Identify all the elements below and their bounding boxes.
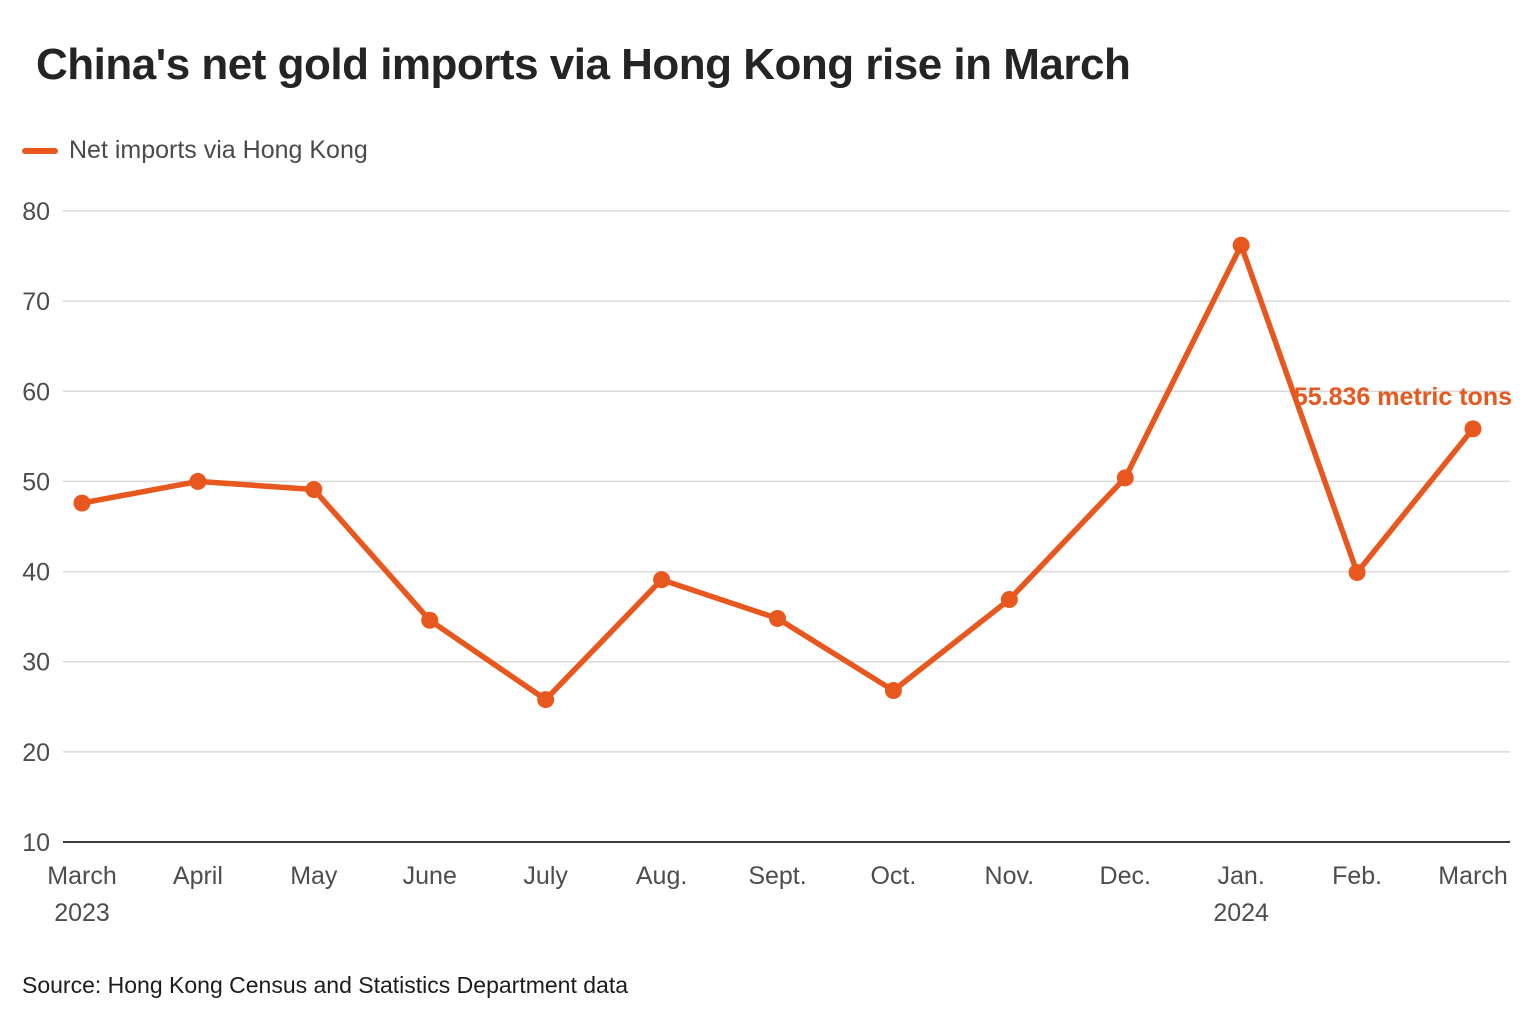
legend-swatch-line-icon (22, 147, 58, 154)
x-tick-label: May (290, 862, 338, 890)
x-tick-label: July (523, 862, 568, 890)
x-tick-label: Jan. (1218, 862, 1265, 890)
series-line (79, 242, 1476, 703)
x-tick-label: Sept. (748, 862, 806, 890)
y-tick-label: 60 (22, 378, 50, 406)
legend-label: Net imports via Hong Kong (69, 136, 368, 164)
annotation-label: 55.836 metric tons (1294, 383, 1512, 411)
x-tick-label: March (47, 862, 116, 890)
x-tick-label: April (173, 862, 223, 890)
y-tick-label: 80 (22, 198, 50, 226)
y-tick-label: 40 (22, 559, 50, 587)
y-tick-label: 20 (22, 739, 50, 767)
data-point (537, 691, 555, 709)
data-point (1348, 563, 1366, 581)
chart-title: China's net gold imports via Hong Kong r… (36, 40, 1131, 89)
x-tick-label: Dec. (1100, 862, 1151, 890)
x-tick-label: Feb. (1332, 862, 1382, 890)
y-tick-label: 10 (22, 829, 50, 857)
data-point (1000, 591, 1018, 609)
y-tick-label: 70 (22, 288, 50, 316)
data-point (769, 609, 786, 627)
x-tick-label: Oct. (870, 862, 916, 890)
x-tick-label: Nov. (985, 862, 1035, 890)
y-tick-label: 30 (22, 649, 50, 677)
x-tick-label: June (403, 862, 457, 890)
x-tick-label: March (1438, 862, 1507, 890)
x-tick-year-label: 2024 (1213, 899, 1269, 927)
x-tick-year-label: 2023 (54, 899, 110, 927)
data-point (1116, 469, 1134, 487)
legend: Net imports via Hong Kong (22, 136, 368, 165)
data-point (305, 481, 323, 499)
data-point (884, 682, 902, 700)
data-point (73, 494, 91, 512)
y-tick-label: 50 (22, 468, 50, 496)
source-note: Source: Hong Kong Census and Statistics … (22, 972, 629, 998)
data-point (421, 611, 439, 629)
data-point (189, 472, 207, 490)
data-point (653, 571, 671, 589)
data-point (1464, 420, 1482, 438)
x-tick-label: Aug. (636, 862, 687, 890)
data-point (1232, 236, 1250, 254)
